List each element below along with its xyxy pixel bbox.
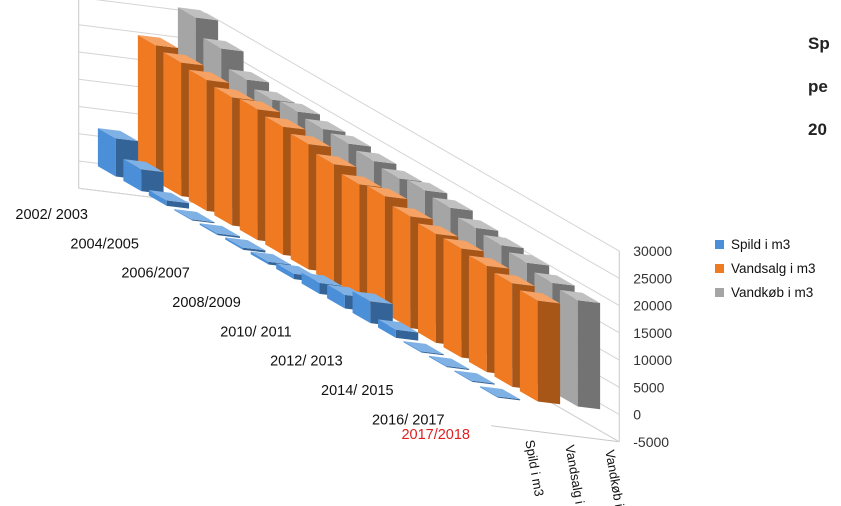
bar: [148, 190, 190, 209]
title-fragment-2: pe: [808, 77, 828, 96]
bar: [199, 223, 240, 238]
series-axis-label: Vandkøb i m3: [602, 449, 631, 506]
y-tick-labels: 30000 25000 20000 15000 10000 5000 0 -5000: [633, 243, 672, 450]
bar: [428, 355, 470, 370]
bar: [479, 386, 521, 401]
bar: [174, 209, 215, 224]
legend-item-spild: Spild i m3: [715, 232, 816, 256]
legend-swatch-spild: [715, 239, 724, 249]
legend-swatch-vandsalg: [715, 263, 724, 273]
category-labels: 2002/ 2003 2004/2005 2006/2007 2008/2009 201…: [15, 207, 470, 443]
bar: [378, 319, 419, 341]
legend: Spild i m3 Vandsalg i m3 Vandkøb i m3: [715, 232, 816, 304]
category-label: 2010/ 2011: [220, 324, 292, 340]
bars: [97, 7, 601, 410]
legend-label-spild: Spild i m3: [731, 236, 791, 252]
title-fragment-3: 20: [808, 120, 827, 139]
legend-label-vandkob: Vandkøb i m3: [731, 284, 814, 300]
category-label: 2006/2007: [121, 266, 190, 282]
category-label: 2002/ 2003: [15, 207, 88, 223]
bar: [123, 159, 164, 194]
y-tick-label: 5000: [633, 379, 664, 395]
category-label: 2012/ 2013: [270, 354, 343, 370]
bar: [559, 289, 601, 410]
series-axis-labels: Spild i m3 Vandsalg i m3 Vandkøb i m3: [522, 439, 631, 506]
category-label: 2016/ 2017: [372, 412, 445, 428]
category-label: 2017/2018: [401, 427, 470, 443]
bar: [454, 370, 495, 385]
series-axis-label: Vandsalg i m3: [562, 444, 591, 506]
y-tick-label: 20000: [633, 298, 672, 314]
category-label: 2014/ 2015: [321, 383, 394, 399]
bar: [352, 291, 393, 326]
category-label: 2004/2005: [70, 236, 139, 252]
y-tick-label: 10000: [633, 352, 672, 368]
series-axis-label: Spild i m3: [522, 439, 547, 498]
legend-item-vandsalg: Vandsalg i m3: [715, 256, 816, 280]
bar: [403, 341, 444, 356]
legend-swatch-vandkob: [715, 287, 724, 297]
y-tick-label: 15000: [633, 325, 672, 341]
gridline: [95, 0, 620, 252]
bar: [519, 290, 561, 405]
y-tick-label: 0: [633, 407, 641, 423]
category-label: 2008/2009: [172, 295, 241, 311]
legend-item-vandkob: Vandkøb i m3: [715, 280, 816, 304]
y-tick-label: 30000: [633, 243, 672, 259]
y-tick-label: -5000: [633, 434, 669, 450]
y-tick-label: 25000: [633, 270, 672, 286]
legend-label-vandsalg: Vandsalg i m3: [731, 260, 816, 276]
bar: [225, 237, 266, 253]
title-fragment-1: Sp: [808, 34, 830, 53]
